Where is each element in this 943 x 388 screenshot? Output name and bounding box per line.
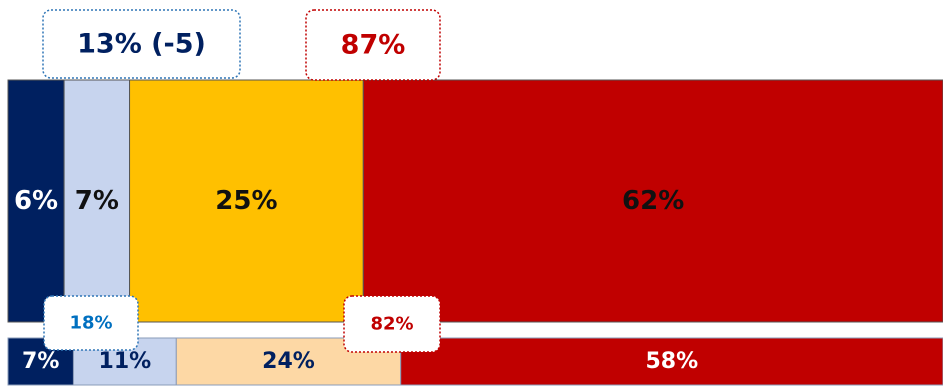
value-label: 58% <box>646 349 699 374</box>
callout-box <box>42 9 241 79</box>
callout-label: 87% <box>341 30 406 61</box>
value-label: 6% <box>14 186 58 216</box>
bar-segment <box>7 79 65 323</box>
value-label: 62% <box>622 186 684 216</box>
value-label: 7% <box>75 186 119 216</box>
bar-segment <box>175 337 402 386</box>
callout-box <box>305 9 441 81</box>
bar-segment <box>63 79 131 323</box>
callout-label: 82% <box>370 314 413 335</box>
value-label: 11% <box>99 349 152 374</box>
bar-segment <box>400 337 943 386</box>
callout-label: 18% <box>69 313 112 334</box>
bar-segment <box>362 79 943 323</box>
callout-box <box>343 295 441 353</box>
value-label: 25% <box>215 186 277 216</box>
callout-label: 13% (-5) <box>77 29 206 60</box>
callout-box <box>43 295 139 351</box>
value-label: 24% <box>262 349 315 374</box>
bar-segment <box>129 79 364 323</box>
value-label: 7% <box>22 349 59 374</box>
